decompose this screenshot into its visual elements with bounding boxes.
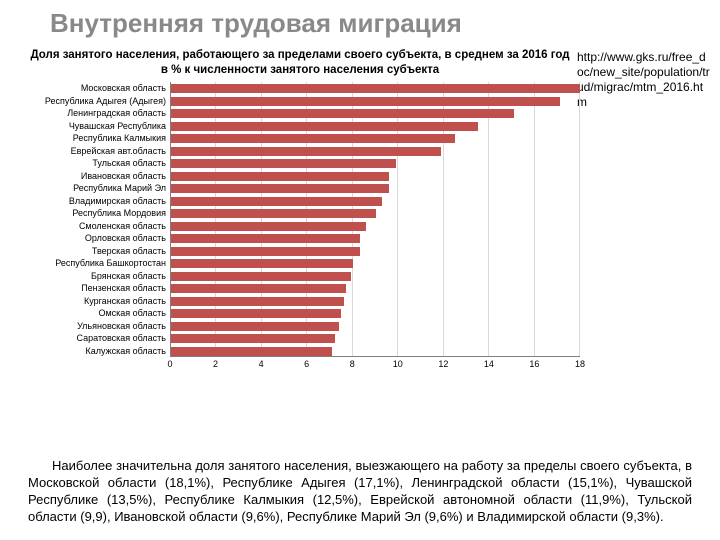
y-category-label: Орловская область [20, 232, 170, 245]
bar-row [171, 145, 580, 158]
y-category-label: Еврейская авт.область [20, 145, 170, 158]
bar-row [171, 232, 580, 245]
chart-subtitle: в % к численности занятого населения суб… [20, 64, 580, 76]
y-category-label: Смоленская область [20, 220, 170, 233]
y-category-label: Саратовская область [20, 332, 170, 345]
bar-row [171, 157, 580, 170]
bar [171, 247, 360, 256]
y-category-label: Тульская область [20, 157, 170, 170]
bar-row [171, 270, 580, 283]
x-tick-label: 0 [167, 359, 172, 369]
y-category-label: Калужская область [20, 345, 170, 358]
bar [171, 322, 339, 331]
x-tick-label: 16 [529, 359, 539, 369]
y-category-label: Республика Башкортостан [20, 257, 170, 270]
y-category-label: Ленинградская область [20, 107, 170, 120]
x-tick-label: 18 [575, 359, 585, 369]
y-category-label: Ивановская область [20, 170, 170, 183]
bar [171, 172, 389, 181]
bar [171, 234, 360, 243]
chart-plot: Московская областьРеспублика Адыгея (Ады… [20, 82, 580, 357]
slide-title: Внутренняя трудовая миграция [50, 8, 462, 39]
x-tick-label: 4 [259, 359, 264, 369]
bar [171, 222, 366, 231]
bar [171, 209, 376, 218]
bar-row [171, 207, 580, 220]
x-tick-label: 12 [438, 359, 448, 369]
y-category-label: Республика Мордовия [20, 207, 170, 220]
bar [171, 284, 346, 293]
bar [171, 259, 353, 268]
bar-row [171, 132, 580, 145]
footer-paragraph: Наиболее значительна доля занятого насел… [28, 458, 692, 526]
bar [171, 334, 335, 343]
bar-row [171, 95, 580, 108]
bar [171, 184, 389, 193]
x-axis: 024681012141618 [170, 357, 580, 373]
bar-row [171, 120, 580, 133]
x-tick-label: 8 [350, 359, 355, 369]
bar-row [171, 332, 580, 345]
bar-row [171, 345, 580, 358]
x-tick-label: 14 [484, 359, 494, 369]
bar [171, 122, 478, 131]
y-category-label: Ульяновская область [20, 320, 170, 333]
bar [171, 297, 344, 306]
bar-row [171, 245, 580, 258]
bar-row [171, 170, 580, 183]
bar [171, 109, 514, 118]
y-category-label: Республика Марий Эл [20, 182, 170, 195]
y-category-label: Чувашская Республика [20, 120, 170, 133]
bar-row [171, 195, 580, 208]
bar [171, 272, 351, 281]
y-axis-labels: Московская областьРеспублика Адыгея (Ады… [20, 82, 170, 357]
chart-title: Доля занятого населения, работающего за … [20, 48, 580, 62]
y-category-label: Омская область [20, 307, 170, 320]
x-tick-label: 2 [213, 359, 218, 369]
y-category-label: Московская область [20, 82, 170, 95]
bars-area [170, 82, 580, 357]
bar-row [171, 295, 580, 308]
bar [171, 309, 341, 318]
y-category-label: Тверская область [20, 245, 170, 258]
y-category-label: Республика Калмыкия [20, 132, 170, 145]
bar [171, 347, 332, 356]
source-url: http://www.gks.ru/free_doc/new_site/popu… [577, 50, 712, 110]
bar-row [171, 220, 580, 233]
bar [171, 84, 580, 93]
bar [171, 147, 441, 156]
bar [171, 197, 382, 206]
bar-row [171, 82, 580, 95]
y-category-label: Пензенская область [20, 282, 170, 295]
x-tick-label: 6 [304, 359, 309, 369]
bar [171, 159, 396, 168]
bar-row [171, 307, 580, 320]
bar [171, 97, 560, 106]
y-category-label: Владимирская область [20, 195, 170, 208]
bar-row [171, 320, 580, 333]
bar [171, 134, 455, 143]
y-category-label: Республика Адыгея (Адыгея) [20, 95, 170, 108]
x-tick-label: 10 [393, 359, 403, 369]
bar-row [171, 257, 580, 270]
y-category-label: Брянская область [20, 270, 170, 283]
bar-row [171, 282, 580, 295]
y-category-label: Курганская область [20, 295, 170, 308]
chart-container: Доля занятого населения, работающего за … [20, 48, 580, 373]
bar-row [171, 107, 580, 120]
bar-row [171, 182, 580, 195]
